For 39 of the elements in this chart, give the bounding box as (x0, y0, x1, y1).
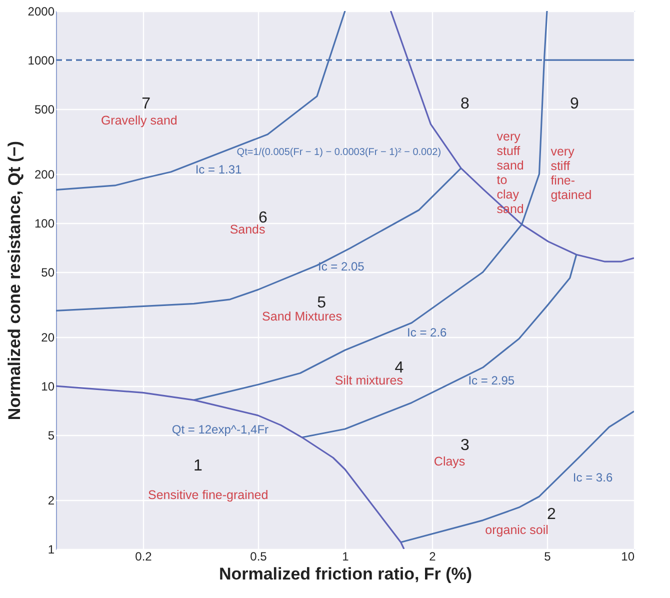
x-tick-label: 0.5 (250, 550, 268, 564)
annotation: very stiff fine- gtained (550, 144, 592, 202)
y-tick-label: 50 (41, 266, 55, 280)
x-tick-label: 1 (342, 550, 350, 564)
y-tick-label: 10 (41, 380, 55, 394)
y-tick-label: 5 (48, 428, 55, 443)
annotation: Ic = 3.6 (572, 470, 613, 485)
y-tick-label: 1000 (28, 54, 55, 68)
x-tick-label: 2 (429, 550, 436, 564)
annotation: Ic = 1.31 (195, 162, 242, 177)
annotation: 4 (394, 359, 404, 376)
annotation: Silt mixtures (334, 374, 403, 388)
annotation: 7 (142, 95, 151, 112)
y-tick-label: 200 (34, 167, 55, 182)
x-axis-title: Normalized friction ratio, Fr (%) (218, 564, 472, 584)
annotation: Ic = 2.6 (407, 326, 448, 340)
annotation: Clays (434, 454, 466, 469)
annotation: 8 (460, 95, 470, 112)
annotation: Sensitive fine-grained (148, 488, 268, 502)
y-tick-label: 500 (34, 102, 55, 117)
y-tick-label: 100 (34, 216, 55, 231)
annotation: 1 (194, 457, 203, 474)
annotation: Gravelly sand (100, 113, 178, 128)
y-tick-label: 2 (48, 493, 55, 508)
annotation: 3 (460, 436, 470, 454)
annotation: Qt = 12exp^-1,4Fr (172, 422, 269, 437)
annotation: 5 (317, 294, 326, 312)
annotation: Ic = 2.95 (468, 374, 515, 388)
annotation: organic soil (485, 522, 548, 537)
y-tick-label: 2000 (28, 4, 55, 18)
x-tick-label: 0.2 (135, 550, 152, 564)
y-axis-title: Normalized cone resistance, Qt (−) (4, 140, 24, 420)
annotation: Qt=1/(0.005(Fr − 1) − 0.0003(Fr − 1)² − 0.002) (236, 147, 442, 158)
annotation: Sand Mixtures (262, 310, 342, 324)
annotation: 9 (570, 95, 579, 112)
x-tick-label: 5 (544, 550, 552, 564)
annotation: 2 (546, 506, 556, 523)
x-tick-label: 10 (621, 550, 635, 564)
y-tick-label: 20 (41, 330, 55, 344)
